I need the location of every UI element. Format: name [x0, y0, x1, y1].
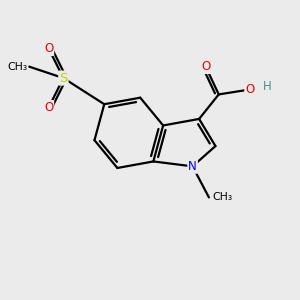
Text: O: O: [44, 101, 53, 114]
Text: CH₃: CH₃: [7, 61, 27, 72]
Text: O: O: [245, 83, 254, 96]
Text: O: O: [44, 42, 53, 55]
Text: O: O: [201, 60, 210, 73]
Text: H: H: [262, 80, 271, 93]
Text: CH₃: CH₃: [212, 192, 232, 203]
Text: S: S: [59, 72, 68, 85]
Text: N: N: [188, 160, 197, 173]
